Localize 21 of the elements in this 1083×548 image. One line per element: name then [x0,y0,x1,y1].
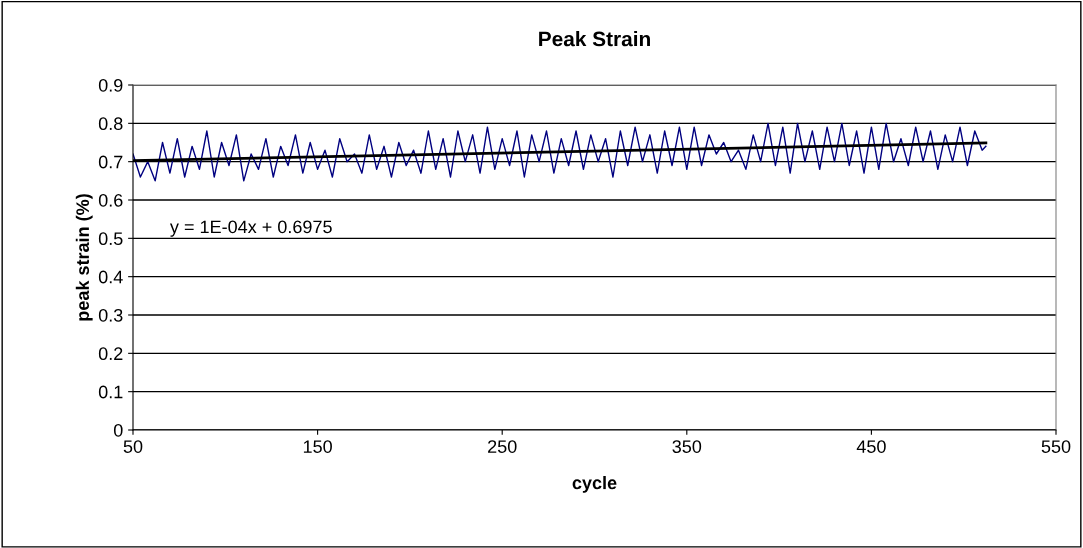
y-tick-label: 0.4 [98,270,123,284]
x-tick-label: 150 [303,440,332,453]
x-axis-title: cycle [572,476,617,493]
x-tick-label: 50 [123,440,143,453]
y-tick-label: 0.8 [98,117,123,131]
annotation: y = 1E-04x + 0.6975 [169,220,332,237]
x-tick-label: 450 [856,440,886,453]
line-series [133,122,987,182]
y-tick-label: 0.2 [98,347,123,361]
y-tick-label: 0.9 [98,78,123,92]
y-tick-label: 0.1 [98,385,123,399]
chart-title: Peak Strain [539,31,650,47]
y-tick-label: 0.7 [98,155,123,169]
x-tick-label: 550 [1041,440,1071,453]
y-tick-label: 0 [113,423,123,437]
y-axis-title: peak strain (%) [75,194,93,321]
y-tick-label: 0.5 [98,232,123,246]
y-tick-label: 0.6 [98,193,123,207]
y-tick-label: 0.3 [98,308,123,322]
x-tick-label: 250 [488,440,517,453]
x-tick-label: 350 [672,440,702,453]
